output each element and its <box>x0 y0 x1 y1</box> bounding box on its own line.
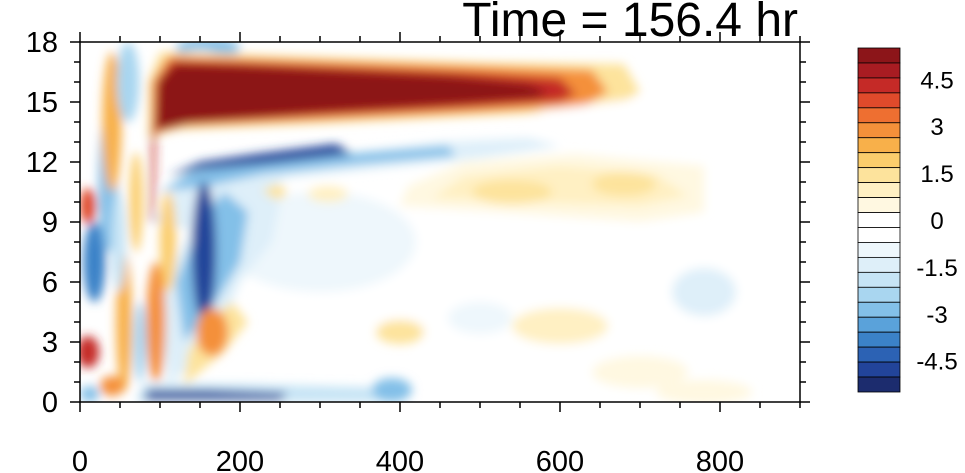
colorbar-label: 4.5 <box>920 67 953 94</box>
colorbar-swatch <box>857 197 901 213</box>
colorbar-label: 1.5 <box>920 161 953 188</box>
x-tick-label: 400 <box>376 446 424 473</box>
colorbar-swatch <box>857 152 901 169</box>
field-band-positive <box>308 186 348 202</box>
colorbar-swatch <box>857 47 901 64</box>
field-edge-negative <box>116 42 140 122</box>
x-tick-label: 200 <box>216 446 264 473</box>
field-edge-positive <box>102 52 122 192</box>
colorbar-label: 0 <box>930 208 943 235</box>
field-edge-negative <box>111 192 126 292</box>
contour-field <box>80 42 760 402</box>
colorbar-swatch <box>857 376 901 393</box>
field-patch <box>512 308 608 344</box>
field-edge-positive <box>100 376 124 396</box>
field-patch <box>448 302 512 334</box>
colorbar-swatch <box>857 92 901 109</box>
field-patch <box>672 268 736 316</box>
y-tick-label: 9 <box>42 207 58 239</box>
field-band-negative <box>160 146 456 192</box>
colorbar-swatch <box>857 331 901 348</box>
colorbar-swatch <box>857 256 901 273</box>
field-edge-negative <box>80 386 100 402</box>
field-jet-stem <box>150 126 156 222</box>
colorbar-swatch <box>857 242 901 258</box>
y-axis: 0 3 6 9 12 15 18 <box>26 27 810 419</box>
field-column-positive <box>146 262 166 382</box>
field-jet <box>156 64 548 130</box>
colorbar-label: 3 <box>930 114 943 141</box>
colorbar-swatch <box>857 122 901 139</box>
x-axis: 0 200 400 600 800 <box>72 32 801 473</box>
colorbar-swatch <box>857 361 901 378</box>
colorbar-swatch <box>857 316 901 333</box>
colorbar-swatch <box>857 346 901 363</box>
x-tick-label: 800 <box>696 446 744 473</box>
colorbar-swatch <box>857 62 901 79</box>
field-band-negative <box>168 144 352 176</box>
y-tick-label: 3 <box>42 327 58 359</box>
field-column-positive <box>196 308 228 356</box>
y-tick-label: 12 <box>26 147 58 179</box>
y-tick-label: 0 <box>42 387 58 419</box>
field-band-negative <box>528 100 720 122</box>
colorbar-swatch <box>857 167 901 184</box>
colorbar-swatch <box>857 286 901 303</box>
field-band-positive <box>472 180 552 204</box>
x-tick-label: 600 <box>536 446 584 473</box>
field-patch <box>592 356 688 388</box>
colorbar-label: -3 <box>926 302 947 329</box>
y-tick-label: 18 <box>26 27 58 59</box>
colorbar-label: -1.5 <box>916 255 957 282</box>
field-patch <box>656 380 752 402</box>
y-tick-label: 15 <box>26 87 58 119</box>
colorbar-swatch <box>857 227 901 243</box>
chart-title: Time = 156.4 hr <box>462 0 798 47</box>
field-band-positive <box>592 172 656 196</box>
field-edge-negative <box>83 222 106 302</box>
colorbar-swatch <box>857 107 901 124</box>
y-tick-label: 6 <box>42 267 58 299</box>
field-edge-negative <box>133 302 147 382</box>
field-edge-positive <box>80 188 96 224</box>
colorbar-swatch <box>857 271 901 288</box>
field-edge-positive <box>129 152 143 252</box>
colorbar-swatch <box>857 182 901 198</box>
colorbar-swatch <box>857 77 901 94</box>
field-column-positive <box>160 192 176 292</box>
x-tick-label: 0 <box>72 446 88 473</box>
field-surface-negative <box>372 378 412 402</box>
plot-area <box>80 42 800 402</box>
field-edge-positive <box>80 336 100 368</box>
colorbar-swatch <box>857 137 901 154</box>
field-patch <box>376 320 424 344</box>
colorbar-label: -4.5 <box>916 349 957 376</box>
colorbar-swatch <box>857 301 901 318</box>
colorbar: 4.5 3 1.5 0 -1.5 -3 -4.5 <box>857 47 958 393</box>
field-surface-negative <box>144 390 288 400</box>
colorbar-swatch <box>857 212 901 228</box>
field-column-negative <box>192 182 216 322</box>
